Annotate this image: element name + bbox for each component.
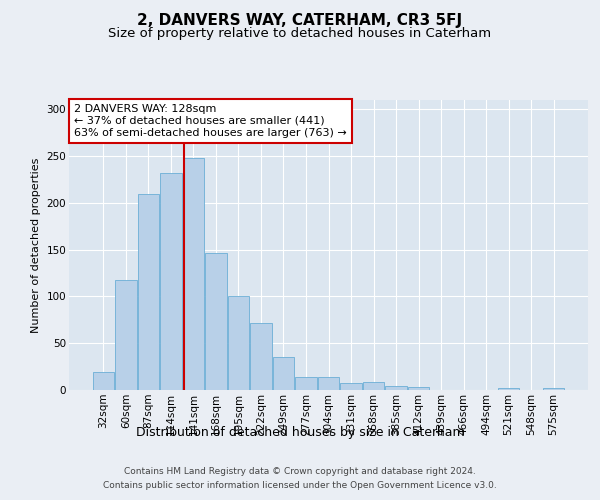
- Bar: [362, 382, 385, 390]
- Text: Distribution of detached houses by size in Caterham: Distribution of detached houses by size …: [136, 426, 464, 439]
- Text: Contains public sector information licensed under the Open Government Licence v3: Contains public sector information licen…: [103, 481, 497, 490]
- Bar: [160, 173, 182, 390]
- Text: 2, DANVERS WAY, CATERHAM, CR3 5FJ: 2, DANVERS WAY, CATERHAM, CR3 5FJ: [137, 12, 463, 28]
- Bar: [92, 372, 114, 390]
- Text: Contains HM Land Registry data © Crown copyright and database right 2024.: Contains HM Land Registry data © Crown c…: [124, 467, 476, 476]
- Bar: [137, 194, 159, 390]
- Bar: [295, 377, 317, 390]
- Bar: [250, 322, 272, 390]
- Bar: [543, 388, 565, 390]
- Bar: [272, 358, 295, 390]
- Bar: [205, 254, 227, 390]
- Bar: [385, 386, 407, 390]
- Bar: [340, 384, 362, 390]
- Bar: [115, 280, 137, 390]
- Bar: [498, 388, 520, 390]
- Text: Size of property relative to detached houses in Caterham: Size of property relative to detached ho…: [109, 28, 491, 40]
- Y-axis label: Number of detached properties: Number of detached properties: [31, 158, 41, 332]
- Bar: [317, 377, 340, 390]
- Bar: [182, 158, 204, 390]
- Bar: [227, 296, 250, 390]
- Text: 2 DANVERS WAY: 128sqm
← 37% of detached houses are smaller (441)
63% of semi-det: 2 DANVERS WAY: 128sqm ← 37% of detached …: [74, 104, 347, 138]
- Bar: [407, 387, 430, 390]
